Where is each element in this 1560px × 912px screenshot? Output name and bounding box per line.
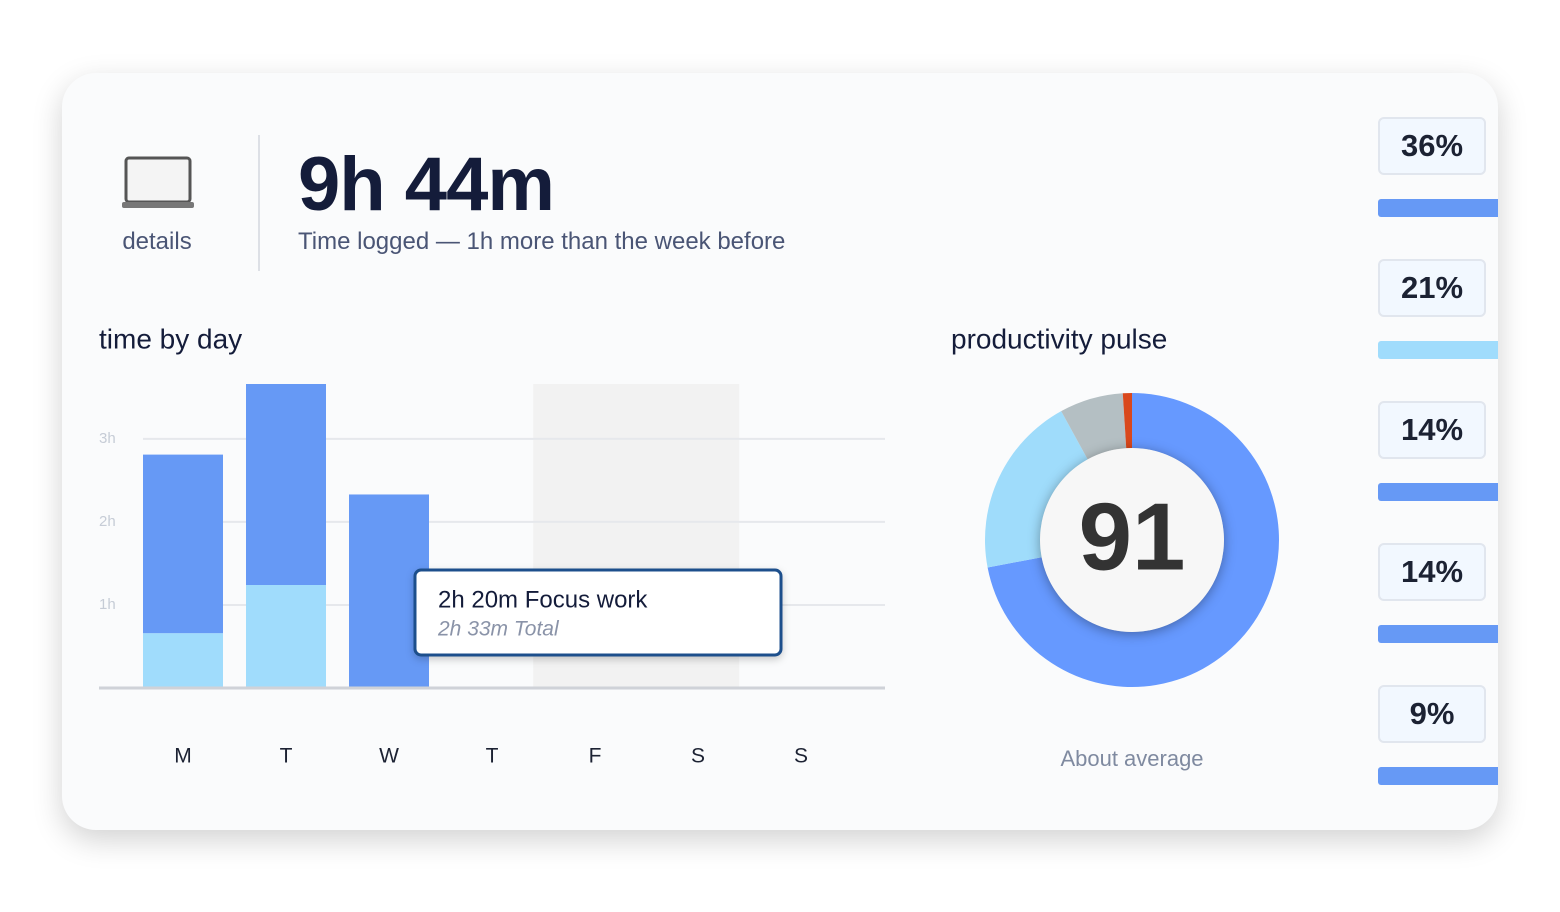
donut-segment	[987, 393, 1279, 687]
x-tick-label: S	[691, 745, 705, 768]
chart-title: time by day	[99, 323, 242, 354]
bar-segment	[246, 384, 326, 586]
percent-bar	[1378, 199, 1498, 217]
chart-title: productivity pulse	[951, 323, 1167, 354]
score: 91	[1079, 483, 1186, 590]
donut-segment	[985, 411, 1088, 568]
tooltip-title: 2h 20m Focus work	[438, 586, 648, 613]
total-time: 9h 44m	[298, 142, 555, 227]
percent-badge: 21%	[1378, 259, 1486, 317]
x-tick-label: M	[174, 745, 192, 768]
percent-bar	[1378, 767, 1498, 785]
divider	[258, 135, 260, 271]
percent-badge: 9%	[1378, 685, 1486, 743]
score-circle	[1040, 448, 1224, 632]
bar-segment	[143, 633, 223, 688]
details-label[interactable]: details	[122, 228, 192, 255]
sidebar: 36% 21% 14% 14% 9%	[1378, 117, 1498, 827]
percent-badge: 14%	[1378, 543, 1486, 601]
total-subtitle: Time logged — 1h more than the week befo…	[298, 228, 786, 255]
y-tick-label: 3h	[99, 430, 116, 447]
score-caption: About average	[1060, 746, 1203, 771]
percent-badge: 36%	[1378, 117, 1486, 175]
tooltip-detail: 2h 33m Total	[437, 618, 560, 641]
percent-bar	[1378, 341, 1498, 359]
y-tick-label: 2h	[99, 513, 116, 530]
x-tick-label: W	[379, 745, 399, 768]
bar-segment	[246, 585, 326, 688]
x-tick-label: S	[794, 745, 808, 768]
percent-bar	[1378, 483, 1498, 501]
donut-segment	[1122, 393, 1132, 449]
donut-segment	[1061, 393, 1127, 460]
x-tick-label: F	[589, 745, 602, 768]
y-tick-label: 1h	[99, 596, 116, 613]
x-tick-label: T	[486, 745, 499, 768]
laptop-icon	[122, 156, 194, 208]
percent-badge: 14%	[1378, 401, 1486, 459]
charts: time by day 1h 2h 3h M T W T F S S 2h 20m Focus wor…	[99, 323, 1279, 771]
dashboard-card: details 9h 44m Time logged — 1h more tha…	[62, 73, 1498, 830]
x-tick-label: T	[280, 745, 293, 768]
percent-bar	[1378, 625, 1498, 643]
bar-segment	[143, 454, 223, 634]
tooltip	[413, 568, 783, 657]
